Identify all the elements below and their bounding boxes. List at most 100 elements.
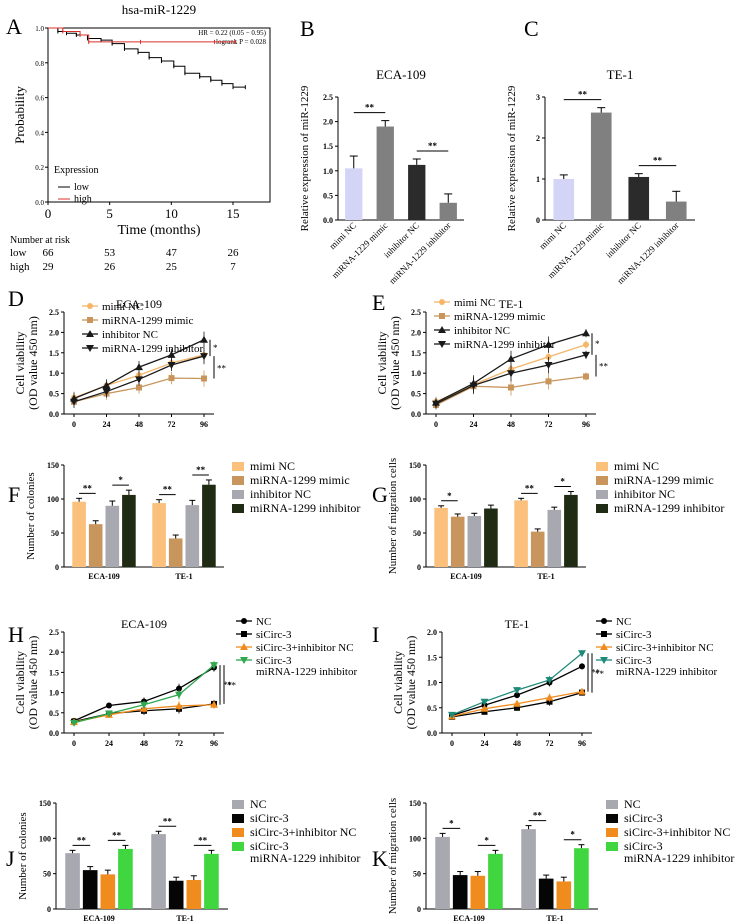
legend-label: miRNA-1299 inhibitor	[102, 343, 203, 355]
panel-label-C: C	[524, 16, 539, 41]
bar-siCirc-3	[204, 853, 219, 909]
legend-label: mimi NC	[102, 301, 143, 313]
legend-label: miRNA-1229 inhibitor	[624, 851, 734, 865]
bar-miRNA-1229 inhibitor	[665, 201, 687, 220]
data-point	[480, 698, 489, 706]
y-tick-label: 100	[409, 834, 421, 843]
x-tick-label: inhibitor NC	[604, 220, 643, 259]
bar-mimi NC	[514, 500, 528, 567]
risk-row-label: high	[10, 261, 30, 273]
bar-siCirc-3+inhibitor NC	[556, 881, 572, 909]
legend-label: NC	[624, 797, 641, 811]
legend-label: inhibitor NC	[250, 487, 311, 501]
panel-label-G: G	[372, 482, 388, 507]
bar-siCirc-3	[574, 848, 589, 909]
bar-miRNA-1299 mimic	[450, 516, 465, 567]
y-tick-label: 2.0	[411, 328, 421, 337]
data-point	[432, 400, 440, 408]
legend-marker	[86, 345, 94, 352]
significance-label: **	[653, 156, 663, 166]
legend-label: miRNA-1299 mimic	[250, 473, 350, 487]
chart-title: ECA-109	[121, 617, 167, 631]
x-tick-label: 0	[72, 420, 76, 429]
legend-marker	[87, 317, 93, 323]
data-point	[578, 650, 586, 658]
y-tick-label: 0.0	[49, 729, 59, 738]
significance-label: **	[525, 483, 535, 493]
y-tick-label: 0	[55, 563, 59, 572]
legend-marker	[439, 313, 445, 319]
legend-label: miRNA-1299 inhibitor	[614, 501, 724, 515]
data-point	[210, 700, 218, 708]
y-axis-label: Probability	[12, 86, 27, 144]
data-point	[508, 384, 514, 391]
panel-label-I: I	[372, 622, 379, 647]
legend-swatch	[606, 828, 618, 837]
bar-inhibitor NC	[547, 509, 562, 567]
y-tick-label: 1.0	[323, 167, 333, 176]
y-axis-label: (OD value 450 nm)	[26, 636, 40, 730]
data-point	[582, 329, 590, 337]
risk-value: 47	[166, 247, 178, 259]
bar-miRNA-1299 mimic	[530, 531, 545, 567]
bar-miRNA-1229 mimic	[376, 126, 394, 220]
significance-label: **	[77, 835, 87, 845]
legend-marker	[241, 618, 247, 624]
bar-NC	[151, 834, 166, 909]
legend-swatch	[232, 842, 244, 851]
y-tick-label: 100	[39, 834, 51, 843]
legend-label: inhibitor NC	[454, 325, 510, 337]
significance-label: **	[163, 485, 173, 495]
panel-label-B: B	[300, 16, 315, 41]
y-axis-label: Cell viability	[13, 332, 27, 395]
legend-marker	[438, 341, 446, 348]
bar-siCirc-3+inhibitor NC	[470, 875, 486, 909]
data-point	[583, 341, 589, 348]
data-point	[583, 373, 589, 380]
y-tick-label: 1.5	[49, 668, 59, 677]
panel-label-E: E	[372, 290, 385, 315]
plot-frame	[47, 27, 271, 203]
y-tick-label: 2.5	[49, 628, 59, 637]
y-tick-label: 2.5	[323, 93, 333, 102]
y-tick-label: 1.0	[35, 25, 44, 33]
significance-label: *	[560, 477, 565, 487]
legend-label: mimi NC	[454, 297, 495, 309]
data-point	[544, 340, 553, 348]
legend-label: siCirc-3	[616, 629, 652, 641]
x-tick-label: ECA-109	[88, 572, 120, 581]
legend-swatch	[232, 490, 244, 499]
legend-label: siCirc-3	[250, 839, 289, 853]
bar-miRNA-1299 inhibitor	[484, 508, 498, 567]
panel-label-D: D	[8, 286, 24, 311]
risk-value: 7	[230, 261, 236, 273]
significance-label: *	[484, 835, 489, 845]
data-point	[469, 382, 478, 390]
significance-label: *	[570, 830, 575, 840]
x-tick-label: 72	[168, 420, 176, 429]
x-tick-label: 24	[105, 739, 113, 748]
legend-label: NC	[250, 797, 267, 811]
y-tick-label: 0.0	[411, 410, 421, 419]
legend-marker	[438, 326, 446, 333]
bar-NC	[65, 853, 80, 909]
y-tick-label: 3	[536, 93, 540, 102]
p-annotation: logrank P = 0.028	[216, 38, 266, 46]
significance-label: **	[365, 103, 375, 113]
y-tick-label: 50	[43, 870, 51, 879]
x-tick-label: 5	[106, 206, 113, 221]
y-tick-label: 0.2	[35, 164, 44, 172]
y-tick-label: 0	[47, 905, 51, 914]
data-point	[175, 701, 183, 709]
y-tick-label: 0	[417, 905, 421, 914]
data-point	[140, 701, 148, 709]
x-tick-label: ECA-109	[453, 914, 485, 923]
y-tick-label: 1.0	[49, 689, 59, 698]
legend-label: miRNA-1229 inhibitor	[616, 666, 717, 678]
bar-NC	[435, 836, 450, 909]
chart-title: TE-1	[505, 617, 530, 631]
y-tick-label: 1.5	[427, 653, 437, 662]
data-point	[481, 708, 488, 715]
significance-label: **	[223, 680, 233, 690]
significance-label: *	[449, 818, 454, 828]
